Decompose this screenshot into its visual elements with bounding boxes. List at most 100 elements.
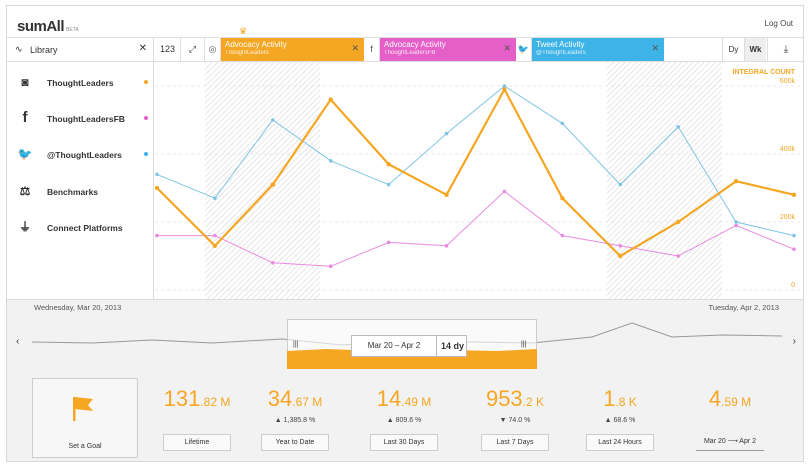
data-point[interactable] (676, 125, 680, 129)
data-point[interactable] (155, 233, 159, 238)
data-point[interactable] (734, 223, 738, 228)
data-point[interactable] (675, 219, 681, 225)
facebook-icon: f (22, 109, 28, 126)
tab-subtitle: ThoughtLeadersFB (384, 50, 436, 56)
data-point[interactable] (328, 264, 333, 268)
end-date: Tuesday, Apr 2, 2013 (708, 303, 779, 312)
stat-period-button[interactable]: Mar 20 ⟶ Apr 2 (696, 434, 764, 451)
sidebar-item-twitter[interactable]: 🐦 @ThoughtLeaders (7, 136, 154, 172)
data-point[interactable] (618, 182, 623, 187)
stat-change: ▲ 809.6 % (386, 417, 422, 424)
data-point[interactable] (792, 247, 796, 251)
library-selector[interactable]: ∿ Library ✕ (7, 38, 154, 61)
timeline-scrubber[interactable]: ‹ › ||| ||| Mar 20 – Apr 2 14 dy (7, 313, 803, 373)
data-point[interactable] (386, 240, 391, 245)
data-point[interactable] (155, 185, 160, 191)
data-point[interactable] (212, 243, 218, 248)
stat-unit: .2 K (522, 395, 545, 409)
stat-value: 14 (376, 386, 402, 411)
tab-advocacy-instagram[interactable]: Advocacy Activity ThoughtLeaders ✕ (221, 38, 364, 61)
activity-line-chart[interactable]: INTEGRAL COUNT 600k 400k 200k 0 (155, 62, 804, 299)
data-point[interactable] (386, 182, 391, 187)
data-point[interactable] (676, 254, 680, 258)
stat-period-button[interactable]: Last 30 Days (370, 434, 438, 451)
tab-title: Tweet Activity (536, 40, 585, 49)
close-icon[interactable]: ✕ (138, 43, 147, 54)
data-point[interactable] (271, 261, 275, 265)
data-point[interactable] (792, 233, 796, 238)
data-point[interactable] (502, 189, 507, 194)
close-icon[interactable]: ✕ (351, 43, 359, 53)
stat-unit: .8 K (615, 395, 637, 409)
data-point[interactable] (444, 131, 449, 136)
stat-change: ▼ 74.0 % (499, 417, 531, 424)
set-goal-button[interactable]: Set a Goal (32, 378, 138, 458)
close-icon[interactable]: ✕ (651, 43, 659, 53)
sidebar-item-label: Benchmarks (47, 187, 99, 197)
data-point[interactable] (270, 182, 276, 187)
data-point[interactable] (502, 84, 507, 88)
tab-tweet-activity[interactable]: Tweet Activity @ThoughtLeaders ✕ (532, 38, 664, 61)
scale-icon: ⚖ (19, 184, 31, 198)
start-date: Wednesday, Mar 20, 2013 (34, 303, 122, 312)
data-point[interactable] (444, 192, 449, 197)
range-handle-left[interactable]: ||| (293, 341, 299, 348)
sidebar-item-benchmarks[interactable]: ⚖ Benchmarks (7, 173, 154, 209)
stat-period-button[interactable]: Last 7 Days (481, 434, 549, 451)
stat-period-button[interactable]: Last 24 Hours (586, 434, 654, 451)
stat-value: 953 (485, 386, 523, 411)
data-point[interactable] (560, 233, 565, 238)
sidebar-item-facebook[interactable]: f ThoughtLeadersFB (7, 100, 154, 136)
y-tick-label: 0 (791, 282, 795, 289)
close-icon[interactable]: ✕ (503, 43, 511, 53)
stat-last-30-days: 14.49 M ▲ 809.6 % Last 30 Days (355, 373, 453, 461)
data-point[interactable] (271, 118, 275, 122)
tab-subtitle: ThoughtLeaders (225, 50, 269, 56)
data-point[interactable] (155, 172, 159, 177)
set-goal-label: Set a Goal (68, 443, 102, 450)
sidebar-item-connect-platforms[interactable]: ⏚ Connect Platforms (7, 209, 154, 245)
trend-button[interactable]: ⤢ (181, 38, 205, 61)
data-point[interactable] (560, 196, 565, 201)
range-span: 14 dy (440, 341, 464, 351)
plug-icon: ⏚ (18, 220, 31, 234)
sidebar-item-label: @ThoughtLeaders (47, 150, 122, 160)
data-point[interactable] (386, 162, 391, 167)
stat-unit: .82 M (200, 395, 231, 409)
data-point[interactable] (213, 196, 217, 200)
facebook-icon: f (364, 38, 380, 61)
data-point[interactable] (618, 244, 623, 248)
data-point[interactable] (213, 233, 217, 238)
week-button[interactable]: Wk (744, 38, 766, 61)
data-point[interactable] (328, 97, 333, 102)
download-icon[interactable]: ⤓ (767, 38, 803, 61)
y-tick-label: 400k (780, 146, 796, 153)
data-point[interactable] (791, 192, 797, 197)
data-point[interactable] (733, 179, 739, 184)
day-button[interactable]: Dy (722, 38, 744, 61)
data-point[interactable] (560, 121, 565, 126)
logout-link[interactable]: Log Out (764, 19, 793, 28)
data-point[interactable] (444, 244, 449, 248)
data-point[interactable] (618, 253, 623, 259)
tab-title: Advocacy Activity (225, 40, 287, 49)
range-handle-right[interactable]: ||| (521, 341, 527, 348)
sumall-logo[interactable]: sumAll BETA (17, 18, 79, 35)
stat-value: 131 (163, 386, 201, 411)
toolbar: ∿ Library ✕ 123 ⤢ ◎ Advocacy Activity Th… (7, 37, 803, 62)
data-point[interactable] (328, 159, 333, 163)
data-point[interactable] (502, 87, 507, 92)
tab-advocacy-facebook[interactable]: Advocacy Activity ThoughtLeadersFB ✕ (380, 38, 516, 61)
stat-change: ▲ 1,385.8 % (274, 417, 316, 424)
chevron-left-icon[interactable]: ‹ (16, 336, 20, 347)
data-point[interactable] (734, 220, 738, 224)
numbers-button[interactable]: 123 (155, 38, 181, 61)
stat-period-button[interactable]: Lifetime (163, 434, 231, 451)
stat-period-button[interactable]: Year to Date (261, 434, 329, 451)
instagram-icon: ◙ (21, 75, 29, 89)
sidebar: ◙ ThoughtLeaders f ThoughtLeadersFB 🐦 @T… (7, 62, 154, 299)
sidebar-item-instagram[interactable]: ◙ ThoughtLeaders (7, 64, 154, 100)
tab-subtitle: @ThoughtLeaders (536, 50, 586, 56)
chevron-right-icon[interactable]: › (792, 336, 796, 347)
stat-unit: .59 M (721, 395, 752, 409)
